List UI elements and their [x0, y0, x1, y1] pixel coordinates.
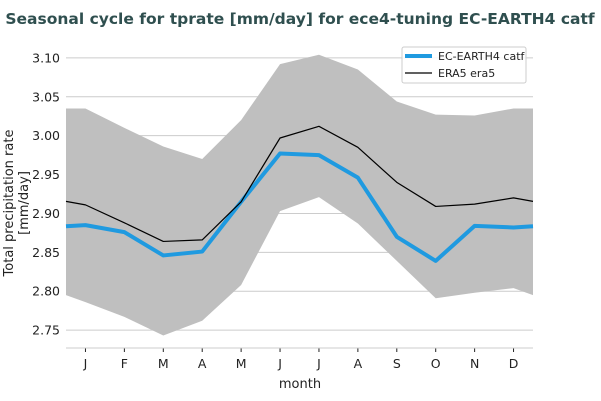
x-axis-label: month — [279, 377, 321, 392]
y-tick-label: 2.80 — [32, 284, 60, 299]
x-tick-label: F — [121, 356, 128, 371]
y-tick-label: 2.75 — [32, 323, 60, 338]
chart-title: Seasonal cycle for tprate [mm/day] for e… — [5, 10, 595, 28]
x-tick-label: J — [83, 356, 88, 371]
y-tick-label: 3.05 — [32, 89, 60, 104]
spread-band — [66, 54, 533, 336]
legend-label-ec-earth4: EC-EARTH4 catf — [438, 50, 526, 63]
series-line-era5 — [65, 125, 534, 243]
y-axis-label-line2: [mm/day] — [17, 171, 32, 235]
y-axis-label-line1: Total precipitation rate — [2, 130, 17, 278]
x-tick-label: D — [509, 356, 519, 371]
x-tick-label: O — [431, 356, 441, 371]
x-tick-label: A — [354, 356, 363, 371]
x-tick-label: M — [236, 356, 247, 371]
y-tick-label: 3.10 — [32, 50, 60, 65]
y-tick-label: 3.00 — [32, 128, 60, 143]
legend: EC-EARTH4 catf ERA5 era5 — [401, 46, 527, 84]
x-tick-label: J — [316, 356, 321, 371]
legend-label-era5: ERA5 era5 — [438, 67, 495, 80]
y-tick-label: 2.95 — [32, 167, 60, 182]
x-tick-label: N — [470, 356, 479, 371]
y-tick-label: 2.85 — [32, 245, 60, 260]
series-line-ec-earth4 — [65, 151, 534, 263]
y-tick-label: 2.90 — [32, 206, 60, 221]
x-tick-label: A — [198, 356, 207, 371]
x-tick-label: J — [277, 356, 282, 371]
x-tick-label: S — [393, 356, 401, 371]
x-tick-label: M — [158, 356, 169, 371]
